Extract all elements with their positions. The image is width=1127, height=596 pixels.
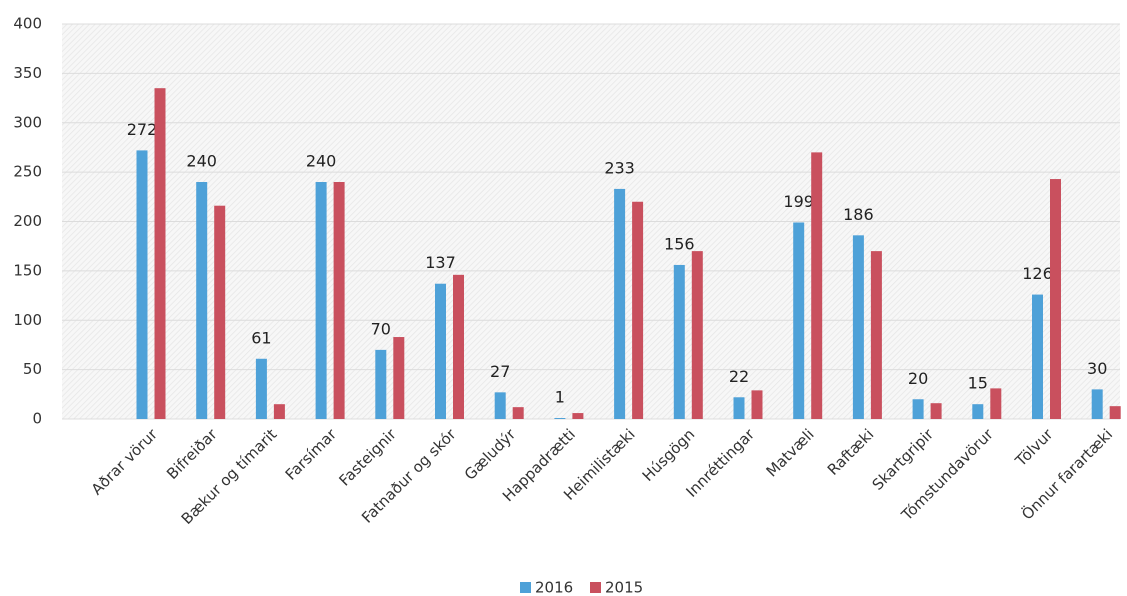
data-label: 272: [127, 120, 158, 139]
y-tick-label: 150: [13, 261, 42, 279]
y-tick-label: 200: [13, 212, 42, 230]
data-label: 61: [251, 328, 271, 347]
data-label: 27: [490, 362, 510, 381]
bar: [136, 150, 148, 419]
data-label: 30: [1087, 359, 1107, 378]
bar: [333, 182, 345, 419]
bar: [811, 152, 823, 419]
data-label: 126: [1022, 264, 1053, 283]
bar: [733, 397, 745, 419]
data-label: 233: [604, 158, 635, 177]
bar: [315, 182, 327, 419]
bar: [512, 407, 524, 419]
y-tick-label: 100: [13, 311, 42, 329]
bar: [1032, 294, 1043, 419]
x-tick-label: Gæludýr: [461, 425, 520, 484]
bar: [793, 222, 805, 419]
bar: [435, 283, 446, 419]
bar: [930, 403, 942, 419]
legend-label: 2015: [605, 579, 643, 596]
x-tick-label: Raftæki: [824, 425, 878, 479]
bar: [214, 205, 226, 419]
data-label: 186: [843, 205, 874, 224]
data-label: 199: [783, 192, 814, 211]
bar: [691, 251, 703, 419]
data-label: 15: [968, 374, 988, 393]
bar: [1091, 389, 1103, 419]
x-tick-label: Farsímar: [282, 425, 341, 484]
bar: [852, 235, 864, 419]
bar: [990, 388, 1002, 419]
bar: [751, 390, 763, 419]
data-label: 156: [664, 234, 695, 253]
x-tick-label: Fasteignir: [336, 425, 401, 490]
y-tick-label: 300: [13, 113, 42, 131]
y-tick-label: 250: [13, 163, 42, 181]
bar: [196, 182, 208, 419]
bar: [554, 418, 566, 419]
bar: [614, 188, 626, 419]
x-tick-label: Bifreiðar: [163, 425, 221, 483]
data-label: 70: [371, 319, 391, 338]
bar: [912, 399, 924, 419]
legend-label: 2016: [535, 579, 573, 596]
bar: [972, 404, 984, 419]
legend-swatch: [520, 582, 531, 593]
y-tick-label: 50: [23, 360, 42, 378]
x-tick-label: Matvæli: [763, 425, 818, 480]
data-label: 1: [555, 388, 565, 407]
y-tick-label: 400: [13, 15, 42, 33]
bar: [1109, 406, 1121, 419]
data-label: 240: [306, 152, 337, 171]
bar: [632, 201, 644, 419]
data-label: 137: [425, 253, 456, 272]
bar: [393, 337, 405, 419]
bar: [673, 264, 685, 419]
bar: [273, 404, 285, 419]
y-tick-label: 350: [13, 64, 42, 82]
data-label: 20: [908, 369, 928, 388]
bar: [572, 413, 584, 419]
bar: [375, 349, 387, 419]
data-label: 22: [729, 367, 749, 386]
bar: [154, 88, 166, 419]
bar: [494, 392, 506, 419]
legend-swatch: [590, 582, 601, 593]
x-tick-label: Húsgögn: [639, 425, 699, 485]
y-tick-label: 0: [32, 410, 42, 428]
x-tick-label: Tölvur: [1011, 425, 1057, 471]
bar: [870, 251, 882, 419]
bar: [1050, 179, 1061, 419]
x-tick-label: Aðrar vörur: [88, 425, 162, 499]
data-label: 240: [186, 152, 217, 171]
bar: [453, 274, 464, 419]
bar: [255, 358, 267, 419]
